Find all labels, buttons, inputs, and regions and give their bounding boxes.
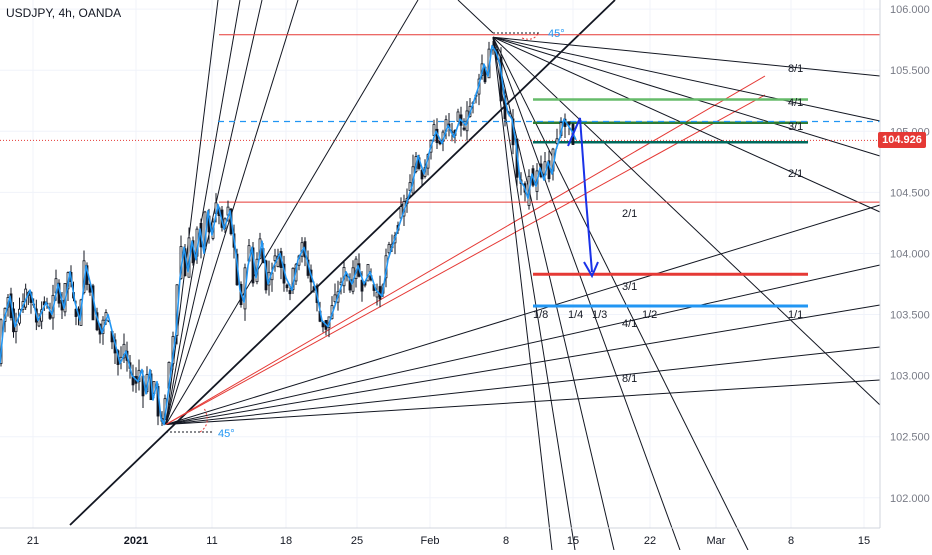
candle-body <box>387 244 391 254</box>
x-tick-label: 21 <box>27 535 39 547</box>
fan-line-high <box>492 37 576 551</box>
close-line <box>0 45 577 426</box>
fan-label-upper-third: 3/1 <box>788 121 803 133</box>
grid <box>0 0 880 528</box>
candle-body <box>74 308 78 317</box>
fan-line-high-upper <box>457 0 494 34</box>
fan-line-low <box>165 379 881 425</box>
fan-label-half: 1/2 <box>642 309 657 321</box>
fan-line-1x1-low <box>69 0 616 526</box>
gann-fans <box>69 0 881 551</box>
fan-label-eighth: 1/8 <box>533 309 548 321</box>
horizontal-levels <box>0 34 880 308</box>
x-tick-label: 11 <box>206 535 217 547</box>
y-tick-label: 106.000 <box>890 4 930 16</box>
candle-body <box>122 343 126 359</box>
fan-line-red <box>165 94 766 425</box>
fan-line-high <box>492 36 881 213</box>
angle-label-high: 45° <box>548 28 565 40</box>
x-tick-label: Feb <box>421 535 440 547</box>
fan-label-one-one: 1/1 <box>788 309 803 321</box>
fan-line-high <box>492 37 681 551</box>
candle-body <box>273 255 277 261</box>
x-tick-label: 15 <box>567 535 579 547</box>
low-angle-arc <box>199 407 208 433</box>
y-tick-label: 104.500 <box>890 187 930 199</box>
last-price-tag: 104.926 <box>878 132 926 148</box>
close-line-path <box>0 45 577 426</box>
fan-line-low <box>165 0 263 425</box>
x-tick-label: 8 <box>503 535 509 547</box>
x-tick-label: 8 <box>788 535 794 547</box>
fan-line-high <box>492 36 881 77</box>
x-tick-label: 25 <box>351 535 363 547</box>
fan-line-red <box>165 75 766 425</box>
fan-line-low <box>165 204 881 425</box>
fan-label-mid-half: 2/1 <box>622 208 637 220</box>
fan-label-third: 1/3 <box>592 309 607 321</box>
fan-line-high <box>492 37 553 551</box>
fan-line-high <box>492 36 881 157</box>
angle-label-low: 45° <box>218 428 235 440</box>
fan-line-low <box>165 304 881 425</box>
y-tick-label: 103.000 <box>890 371 930 383</box>
fan-label-upper-half: 2/1 <box>788 168 803 180</box>
fan-line-high <box>492 36 881 122</box>
y-tick-label: 105.500 <box>890 65 930 77</box>
annotations: 45° 45° 8/1 4/1 3/1 2/1 2/1 3/1 4/1 8/1 … <box>166 28 803 440</box>
x-tick-label: Mar <box>707 535 726 547</box>
projection-arrowhead <box>583 261 599 279</box>
x-tick-label: 2021 <box>124 535 148 547</box>
y-tick-label: 103.500 <box>890 310 930 322</box>
projection-arrow <box>567 117 593 273</box>
candle-body <box>567 121 571 126</box>
candle-body <box>333 294 337 302</box>
fan-line-low <box>165 346 881 425</box>
fan-line-low <box>165 0 241 425</box>
fan-line-low <box>165 0 219 425</box>
fan-label-upper-quarter: 4/1 <box>788 97 803 109</box>
high-angle-arc <box>521 32 539 40</box>
fan-label-lower-quarter: 4/1 <box>622 318 637 330</box>
fan-label-quarter: 1/4 <box>568 309 583 321</box>
fan-label-lower-third: 3/1 <box>622 281 637 293</box>
fan-line-low <box>165 0 419 425</box>
y-tick-label: 102.500 <box>890 432 930 444</box>
candle-body <box>462 127 466 130</box>
symbol-title: USDJPY, 4h, OANDA <box>6 6 122 20</box>
fan-label-lower-eighth: 8/1 <box>622 373 637 385</box>
candle-body <box>456 111 460 122</box>
candle-body <box>285 284 289 289</box>
fan-label-upper-eighth: 8/1 <box>788 63 803 75</box>
x-tick-label: 18 <box>280 535 292 547</box>
x-tick-label: 15 <box>858 535 870 547</box>
candle-body <box>288 290 292 295</box>
x-tick-label: 22 <box>644 535 656 547</box>
y-tick-label: 104.000 <box>890 248 930 260</box>
y-tick-label: 102.000 <box>890 493 930 505</box>
